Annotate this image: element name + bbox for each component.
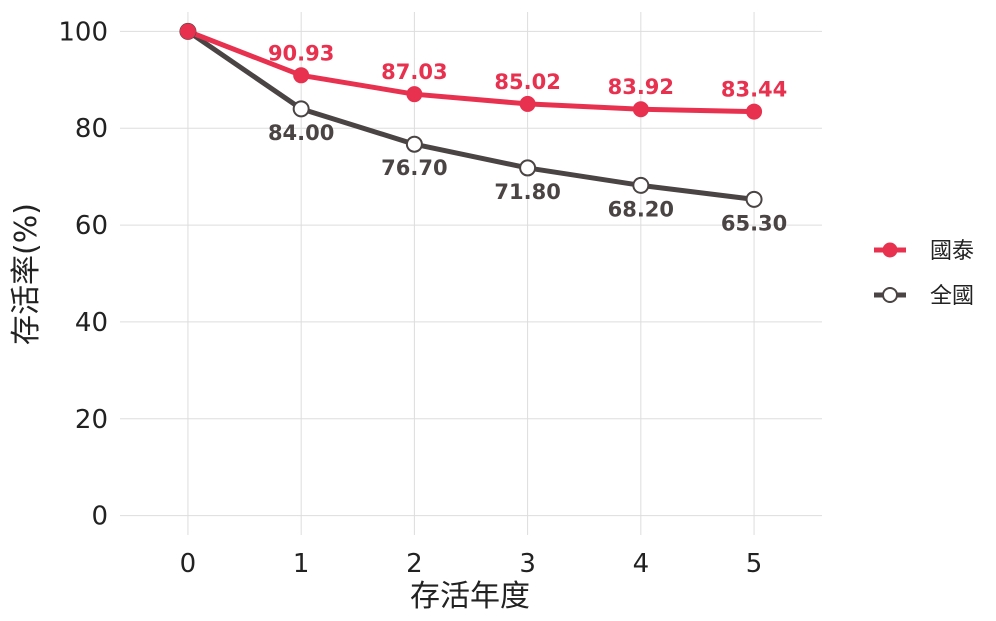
x-tick-label: 3 [519,549,536,579]
data-point [746,103,763,120]
data-label: 84.00 [268,121,334,145]
data-point [632,101,649,118]
data-label: 87.03 [381,60,447,84]
series-lines [179,22,763,208]
x-tick-label: 5 [746,549,763,579]
data-point [632,176,650,194]
x-axis-title: 存活年度 [410,579,530,614]
y-tick-label: 20 [75,405,108,435]
x-tick-label: 4 [633,549,650,579]
y-axis-ticks: 0 20 40 60 80 100 [58,17,108,531]
data-point [519,159,537,177]
data-point [179,23,196,40]
series-line-1 [185,28,757,202]
data-point [406,86,423,103]
data-label: 71.80 [494,180,560,204]
data-point [293,67,310,84]
data-label: 65.30 [721,211,787,235]
x-axis-ticks: 0 1 2 3 4 5 [180,549,763,579]
y-tick-label: 100 [58,17,108,47]
y-tick-label: 0 [91,502,108,532]
grid [120,12,822,535]
data-label: 85.02 [494,70,560,94]
data-label: 83.44 [721,78,787,102]
y-tick-label: 80 [75,114,108,144]
data-point [519,95,536,112]
x-tick-label: 1 [293,549,310,579]
legend-marker [882,287,898,303]
legend-label: 國泰 [930,239,974,264]
series-line-0 [185,28,757,115]
data-label: 90.93 [268,41,334,65]
x-tick-label: 2 [406,549,423,579]
data-label: 83.92 [608,75,674,99]
x-tick-label: 0 [180,549,197,579]
y-tick-label: 40 [75,308,108,338]
y-tick-label: 60 [75,211,108,241]
legend-label: 全國 [930,284,974,309]
data-labels: 84.00 76.70 71.80 68.20 65.30 90.93 87.03 85.02… [268,41,787,235]
data-point [292,100,310,118]
data-point [745,190,763,208]
data-label: 76.70 [381,156,447,180]
legend-marker [882,242,898,258]
y-axis-title: 存活率(%) [9,203,44,345]
data-point [405,135,423,153]
data-label: 68.20 [608,197,674,221]
